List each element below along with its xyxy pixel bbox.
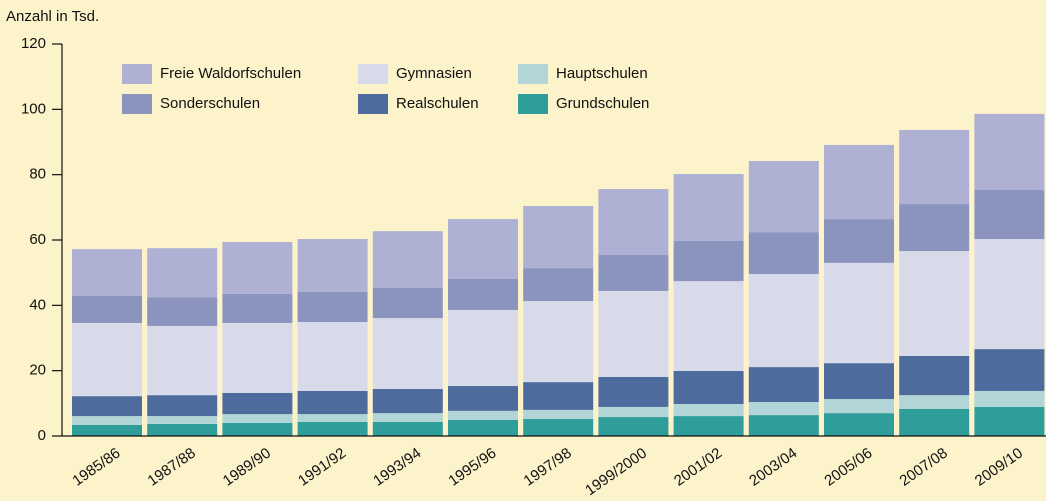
bar-segment: [748, 160, 819, 233]
y-tick-label: 0: [38, 427, 46, 444]
bar-segment: [974, 406, 1045, 436]
legend-swatch: [518, 94, 548, 114]
bar-segment: [523, 409, 594, 420]
bar-segment: [824, 144, 894, 220]
legend-label: Gymnasien: [396, 65, 472, 82]
bar-segment: [72, 249, 142, 296]
bar-segment: [448, 410, 518, 420]
y-tick-label: 80: [29, 166, 46, 183]
bar-segment: [523, 301, 594, 383]
bar-segment: [147, 395, 218, 417]
bar-segment: [222, 422, 293, 436]
bar-segment: [222, 322, 293, 393]
bar-segment: [598, 376, 669, 407]
bar-segment: [899, 251, 970, 356]
bar-segment: [297, 321, 368, 391]
legend-label: Hauptschulen: [556, 65, 648, 82]
bar-segment: [899, 408, 970, 436]
y-tick-label: 40: [29, 296, 46, 313]
bar-segment: [222, 392, 293, 415]
bar-segment: [748, 273, 819, 368]
bar-segment: [899, 395, 970, 409]
bar-segment: [222, 293, 293, 323]
bar-segment: [899, 129, 970, 205]
bar-segment: [147, 325, 218, 396]
bar-segment: [372, 231, 443, 289]
bar-segment: [748, 232, 819, 274]
bar-segment: [974, 349, 1045, 391]
bar-segment: [523, 382, 594, 410]
bar-segment: [598, 290, 669, 377]
bar-segment: [448, 278, 518, 310]
bar-segment: [297, 239, 368, 292]
bar-segment: [974, 113, 1045, 191]
bar-segment: [222, 414, 293, 423]
bar-segment: [673, 370, 744, 404]
bar-segment: [222, 241, 293, 294]
y-tick-label: 120: [21, 35, 46, 52]
bar-segment: [523, 419, 594, 436]
bar-segment: [974, 190, 1045, 240]
bar-segment: [147, 297, 218, 326]
bar-segment: [824, 413, 894, 436]
bar-segment: [598, 406, 669, 418]
bar-segment: [899, 204, 970, 252]
y-axis-label: Anzahl in Tsd.: [6, 8, 99, 25]
bar-segment: [598, 255, 669, 291]
bar-segment: [72, 424, 142, 436]
y-tick-label: 60: [29, 231, 46, 248]
bar-segment: [824, 219, 894, 263]
bar-segment: [974, 239, 1045, 350]
y-tick-label: 100: [21, 100, 46, 117]
bar-segment: [448, 419, 518, 436]
bar-segment: [72, 396, 142, 417]
bar-segment: [372, 318, 443, 389]
bar-segment: [673, 174, 744, 241]
bar-segment: [523, 268, 594, 302]
bar-segment: [297, 390, 368, 415]
bar-segment: [372, 288, 443, 319]
bar-segment: [598, 417, 669, 436]
bar-segment: [147, 423, 218, 436]
bar-segment: [448, 219, 518, 279]
legend-swatch: [122, 64, 152, 84]
legend-swatch: [122, 94, 152, 114]
y-tick-label: 20: [29, 362, 46, 379]
bar-segment: [673, 240, 744, 282]
bar-segment: [372, 421, 443, 436]
bar-segment: [748, 367, 819, 403]
bar-segment: [673, 281, 744, 371]
bar-segment: [523, 206, 594, 269]
bar-segment: [297, 414, 368, 422]
legend-swatch: [518, 64, 548, 84]
bar-segment: [448, 386, 518, 411]
legend-label: Freie Waldorfschulen: [160, 65, 301, 82]
bar-segment: [899, 355, 970, 396]
bar-segment: [673, 416, 744, 436]
bar-segment: [372, 388, 443, 414]
legend-label: Realschulen: [396, 95, 479, 112]
legend-swatch: [358, 64, 388, 84]
bar-segment: [824, 363, 894, 400]
bar-segment: [72, 295, 142, 323]
bar-segment: [824, 399, 894, 414]
bar-segment: [147, 416, 218, 424]
bar-segment: [297, 421, 368, 436]
legend-swatch: [358, 94, 388, 114]
legend-label: Grundschulen: [556, 95, 649, 112]
bar-segment: [824, 262, 894, 364]
bar-segment: [748, 402, 819, 416]
bar-segment: [974, 390, 1045, 407]
legend-label: Sonderschulen: [160, 95, 260, 112]
bar-segment: [372, 413, 443, 422]
bar-segment: [297, 291, 368, 322]
bar-segment: [147, 248, 218, 298]
bar-segment: [748, 415, 819, 436]
bar-segment: [72, 322, 142, 397]
bar-segment: [448, 309, 518, 387]
bar-segment: [598, 189, 669, 256]
bar-segment: [72, 416, 142, 425]
bar-segment: [673, 403, 744, 417]
